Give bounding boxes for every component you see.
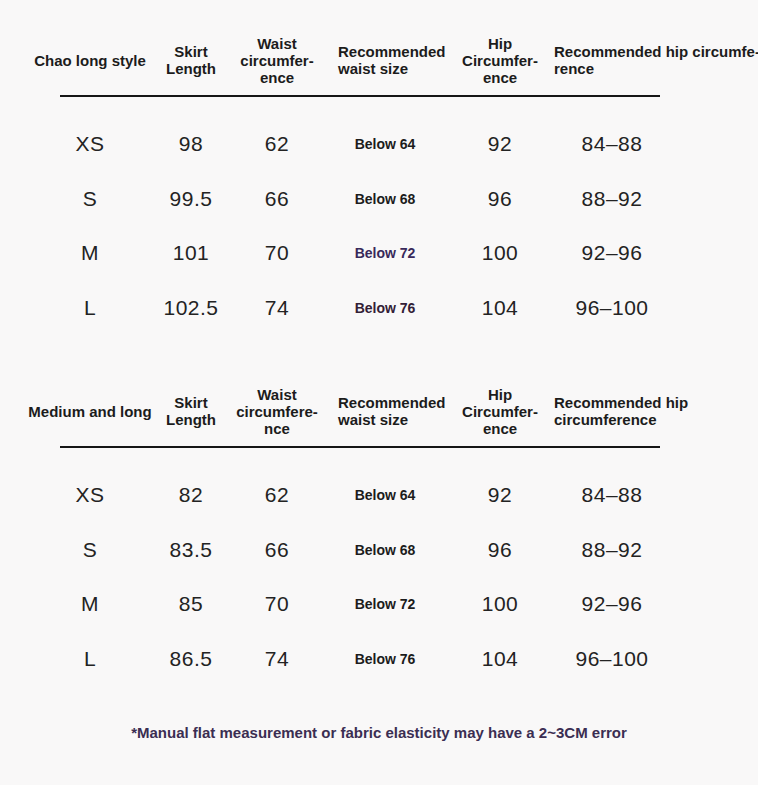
- waist-cell: 66: [222, 187, 332, 211]
- skirt-length-cell: 83.5: [160, 538, 222, 562]
- waist-cell: 62: [222, 132, 332, 156]
- table1-header-skirt-length: Skirt Length: [160, 43, 222, 77]
- table1-body: XS 98 62 Below 64 92 84–88 S 99.5 66 Bel…: [20, 117, 662, 335]
- table1-header-divider: [60, 95, 660, 97]
- table2-header-hip-circumference: Hip Circumfer- ence: [438, 386, 562, 437]
- recommended-waist-cell: Below 68: [332, 191, 438, 207]
- table-row: XS 82 62 Below 64 92 84–88: [20, 468, 662, 523]
- table2-body: XS 82 62 Below 64 92 84–88 S 83.5 66 Bel…: [20, 468, 662, 686]
- table1-header-recommended-waist-size: Recommended waist size: [332, 43, 438, 77]
- size-cell: L: [20, 647, 160, 671]
- recommended-hip-cell: 88–92: [562, 187, 662, 211]
- size-cell: L: [20, 296, 160, 320]
- table2-header-divider: [60, 446, 660, 448]
- waist-cell: 74: [222, 647, 332, 671]
- table2-header-recommended-waist-size: Recommended waist size: [332, 394, 438, 428]
- recommended-hip-cell: 92–96: [562, 241, 662, 265]
- recommended-waist-cell: Below 76: [332, 300, 438, 316]
- measurement-error-footnote: *Manual flat measurement or fabric elast…: [0, 724, 758, 741]
- recommended-waist-cell: Below 64: [332, 136, 438, 152]
- recommended-waist-cell: Below 72: [332, 245, 438, 261]
- hip-cell: 96: [438, 187, 562, 211]
- skirt-length-cell: 99.5: [160, 187, 222, 211]
- hip-cell: 92: [438, 483, 562, 507]
- table2-header-waist-circumference: Waist circumfere- nce: [222, 386, 332, 437]
- hip-cell: 104: [438, 647, 562, 671]
- table1-header-row: Chao long style Skirt Length Waist circu…: [20, 32, 662, 88]
- recommended-waist-cell: Below 72: [332, 596, 438, 612]
- waist-cell: 66: [222, 538, 332, 562]
- hip-cell: 100: [438, 241, 562, 265]
- size-chart-page: Chao long style Skirt Length Waist circu…: [0, 0, 758, 785]
- table-row: L 102.5 74 Below 76 104 96–100: [20, 281, 662, 336]
- hip-cell: 96: [438, 538, 562, 562]
- table1-title: Chao long style: [20, 52, 160, 69]
- recommended-hip-cell: 96–100: [562, 296, 662, 320]
- size-cell: M: [20, 241, 160, 265]
- waist-cell: 70: [222, 241, 332, 265]
- recommended-waist-cell: Below 76: [332, 651, 438, 667]
- waist-cell: 70: [222, 592, 332, 616]
- table1-header-waist-circumference: Waist circumfer- ence: [222, 35, 332, 86]
- table-row: M 85 70 Below 72 100 92–96: [20, 577, 662, 632]
- size-cell: S: [20, 187, 160, 211]
- recommended-waist-cell: Below 64: [332, 487, 438, 503]
- table2-title: Medium and long: [20, 403, 160, 420]
- recommended-hip-cell: 96–100: [562, 647, 662, 671]
- recommended-hip-cell: 84–88: [562, 483, 662, 507]
- table2-header-row: Medium and long Skirt Length Waist circu…: [20, 383, 662, 439]
- size-cell: M: [20, 592, 160, 616]
- skirt-length-cell: 85: [160, 592, 222, 616]
- size-cell: XS: [20, 483, 160, 507]
- table-row: S 99.5 66 Below 68 96 88–92: [20, 172, 662, 227]
- table-row: XS 98 62 Below 64 92 84–88: [20, 117, 662, 172]
- skirt-length-cell: 82: [160, 483, 222, 507]
- hip-cell: 92: [438, 132, 562, 156]
- skirt-length-cell: 101: [160, 241, 222, 265]
- waist-cell: 74: [222, 296, 332, 320]
- recommended-hip-cell: 88–92: [562, 538, 662, 562]
- table1-header-hip-circumference: Hip Circumfer- ence: [438, 35, 562, 86]
- recommended-hip-cell: 92–96: [562, 592, 662, 616]
- skirt-length-cell: 98: [160, 132, 222, 156]
- table1-header-recommended-hip-circumference: Recommended hip circumfe- rence: [554, 43, 662, 77]
- table-row: M 101 70 Below 72 100 92–96: [20, 226, 662, 281]
- table2-header-skirt-length: Skirt Length: [160, 394, 222, 428]
- size-cell: S: [20, 538, 160, 562]
- table2-header-recommended-hip-circumference: Recommended hip circumference: [554, 394, 662, 428]
- size-cell: XS: [20, 132, 160, 156]
- recommended-waist-cell: Below 68: [332, 542, 438, 558]
- hip-cell: 100: [438, 592, 562, 616]
- recommended-hip-cell: 84–88: [562, 132, 662, 156]
- table-row: S 83.5 66 Below 68 96 88–92: [20, 523, 662, 578]
- table-row: L 86.5 74 Below 76 104 96–100: [20, 632, 662, 687]
- hip-cell: 104: [438, 296, 562, 320]
- waist-cell: 62: [222, 483, 332, 507]
- skirt-length-cell: 86.5: [160, 647, 222, 671]
- skirt-length-cell: 102.5: [160, 296, 222, 320]
